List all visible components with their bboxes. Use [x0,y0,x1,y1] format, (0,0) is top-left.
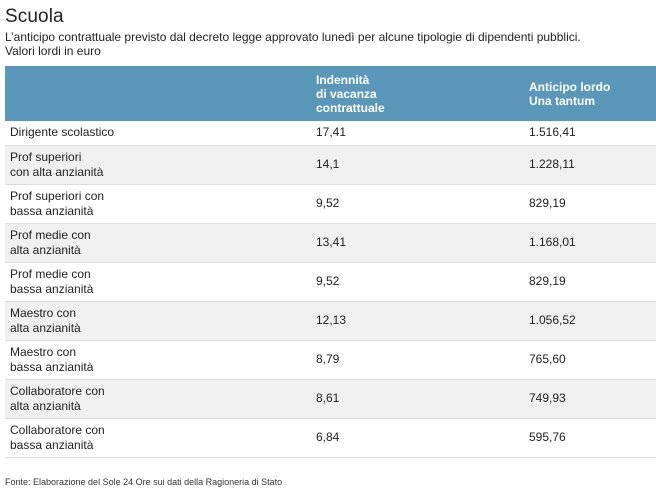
data-table: Indennità di vacanza contrattuale Antici… [5,66,656,458]
page-title: Scuola [5,6,64,27]
header-cell-anticipo: Anticipo lordo Una tantum [523,66,656,121]
row-label-line: Prof medie con [10,227,91,242]
indennita-cell: 6,84 [310,418,523,458]
row-label-line: Prof medie con [10,266,91,281]
row-label-line: con alta anzianità [10,164,104,179]
indennita-cell: 8,79 [310,340,523,380]
row-label: Maestro con bassa anzianità [5,340,310,380]
anticipo-cell: 829,19 [523,262,656,302]
table-row: Prof medie con alta anzianità 13,41 1.16… [5,223,656,263]
header-anticipo-line-2: Una tantum [529,93,595,108]
row-label-line: Maestro con [10,305,77,320]
page: Scuola L’anticipo contrattuale previsto … [5,0,656,487]
header-indennita-line-3: contrattuale [316,100,385,115]
row-label-line: bassa anzianità [10,359,94,374]
anticipo-cell: 1.516,41 [523,121,656,146]
table-row: Collaboratore con alta anzianità 8,61 74… [5,379,656,419]
page-subtitle: L’anticipo contrattuale previsto dal dec… [5,30,581,44]
unit-note: Valori lordi in euro [5,44,101,58]
indennita-cell: 9,52 [310,184,523,224]
indennita-cell: 9,52 [310,262,523,302]
anticipo-cell: 765,60 [523,340,656,380]
header-cell-indennita: Indennità di vacanza contrattuale [310,66,523,121]
table-row: Prof superiori con bassa anzianità 9,52 … [5,184,656,224]
row-label: Prof superiori con bassa anzianità [5,184,310,224]
row-label: Collaboratore con bassa anzianità [5,418,310,458]
row-label-line: Collaboratore con [10,422,105,437]
anticipo-cell: 1.168,01 [523,223,656,263]
row-label: Dirigente scolastico [5,121,310,146]
row-label: Prof medie con bassa anzianità [5,262,310,302]
header-indennita-line-2: di vacanza [316,86,377,101]
indennita-cell: 13,41 [310,223,523,263]
table-header-row: Indennità di vacanza contrattuale Antici… [5,66,656,121]
row-label-line: bassa anzianità [10,281,94,296]
row-label: Maestro con alta anzianità [5,301,310,341]
source-note: Fonte: Elaborazione del Sole 24 Ore sui … [5,477,283,487]
table-row: Maestro con bassa anzianità 8,79 765,60 [5,340,656,380]
row-label-line: bassa anzianità [10,203,94,218]
anticipo-cell: 1.228,11 [523,145,656,185]
header-cell-label [5,66,310,121]
row-label-line: Prof superiori [10,149,82,164]
table-row: Prof medie con bassa anzianità 9,52 829,… [5,262,656,302]
table-row: Prof superiori con alta anzianità 14,1 1… [5,145,656,185]
row-label-line: alta anzianità [10,242,81,257]
anticipo-cell: 1.056,52 [523,301,656,341]
row-label-line: Collaboratore con [10,383,105,398]
table-row: Dirigente scolastico 17,41 1.516,41 [5,121,656,146]
row-label-line: Prof superiori con [10,188,105,203]
row-label: Prof medie con alta anzianità [5,223,310,263]
row-label-line: alta anzianità [10,398,81,413]
header-indennita-line-1: Indennità [316,72,370,87]
row-label-line: Dirigente scolastico [10,125,115,140]
row-label-line: alta anzianità [10,320,81,335]
row-label-line: Maestro con [10,344,77,359]
indennita-cell: 8,61 [310,379,523,419]
anticipo-cell: 829,19 [523,184,656,224]
table-row: Maestro con alta anzianità 12,13 1.056,5… [5,301,656,341]
header-anticipo-line-1: Anticipo lordo [529,79,611,94]
indennita-cell: 17,41 [310,121,523,146]
anticipo-cell: 595,76 [523,418,656,458]
row-label: Prof superiori con alta anzianità [5,145,310,185]
row-label-line: bassa anzianità [10,437,94,452]
indennita-cell: 14,1 [310,145,523,185]
indennita-cell: 12,13 [310,301,523,341]
row-label: Collaboratore con alta anzianità [5,379,310,419]
anticipo-cell: 749,93 [523,379,656,419]
table-row: Collaboratore con bassa anzianità 6,84 5… [5,418,656,458]
